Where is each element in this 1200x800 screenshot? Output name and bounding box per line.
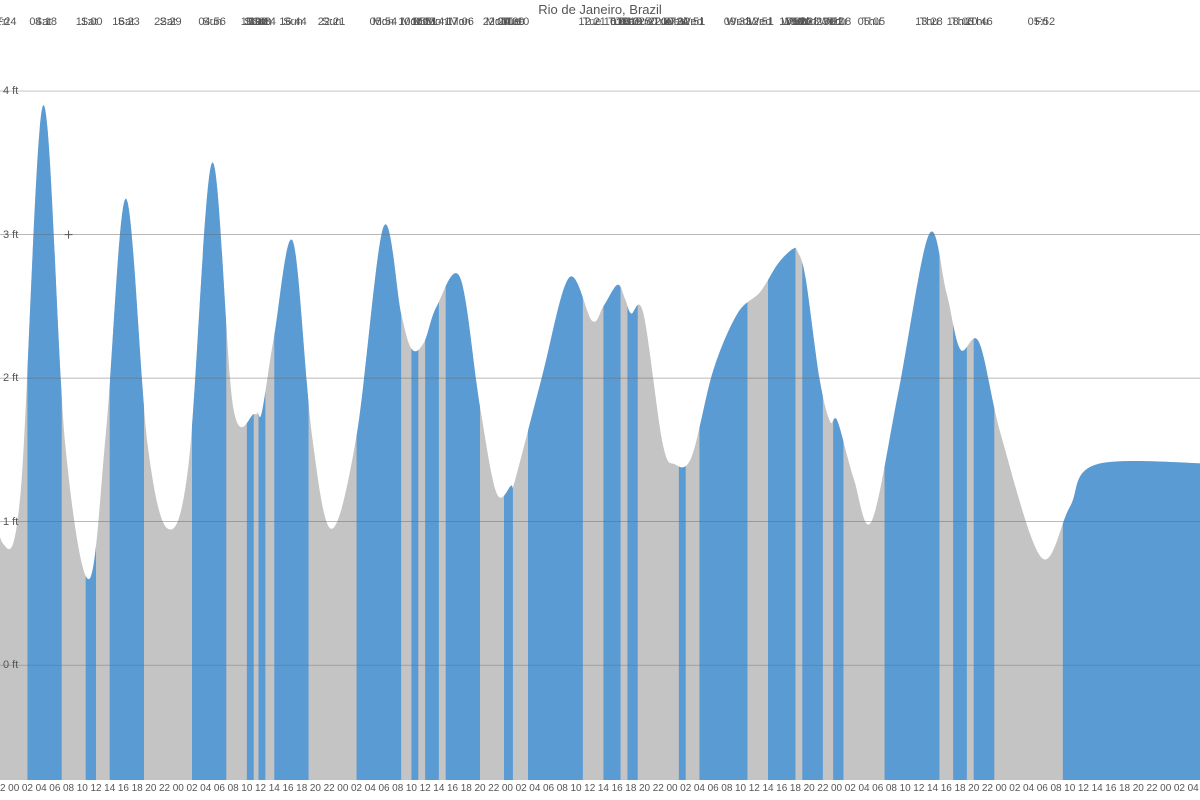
x-tick-label: 06 <box>214 783 225 794</box>
x-tick-label: 22 <box>488 783 499 794</box>
x-tick-label: 00 <box>502 783 513 794</box>
x-tick-label: 02 <box>1174 783 1185 794</box>
x-tick-label: 14 <box>598 783 609 794</box>
x-tick-label: 08 <box>886 783 897 794</box>
x-tick-label: 12 <box>90 783 101 794</box>
x-tick-label: 22 <box>817 783 828 794</box>
x-tick-label: 14 <box>1092 783 1103 794</box>
x-tick-label: 00 <box>666 783 677 794</box>
x-tick-label: 00 <box>173 783 184 794</box>
x-tick-label: 20 <box>639 783 650 794</box>
y-tick-label: 4 ft <box>3 85 18 97</box>
x-tick-label: 18 <box>625 783 636 794</box>
chart-svg <box>0 0 1200 800</box>
x-tick-label: 12 <box>1078 783 1089 794</box>
x-tick-label: 08 <box>392 783 403 794</box>
x-tick-label: 10 <box>900 783 911 794</box>
x-tick-label: 04 <box>694 783 705 794</box>
x-tick-label: 04 <box>36 783 47 794</box>
x-tick-label: 20 <box>145 783 156 794</box>
x-tick-label: 14 <box>762 783 773 794</box>
x-tick-label: 08 <box>557 783 568 794</box>
x-tick-label: 22 <box>0 783 6 794</box>
x-tick-label: 14 <box>269 783 280 794</box>
x-tick-label: 18 <box>954 783 965 794</box>
x-tick-label: 12 <box>584 783 595 794</box>
x-tick-label: 04 <box>1023 783 1034 794</box>
x-tick-label: 22 <box>982 783 993 794</box>
x-tick-label: 08 <box>1050 783 1061 794</box>
marker-plus <box>65 231 73 239</box>
x-tick-label: 12 <box>749 783 760 794</box>
x-tick-label: 00 <box>337 783 348 794</box>
x-tick-label: 10 <box>735 783 746 794</box>
x-tick-label: 02 <box>186 783 197 794</box>
x-tick-label: 10 <box>570 783 581 794</box>
y-tick-label: 1 ft <box>3 516 18 528</box>
x-tick-label: 16 <box>941 783 952 794</box>
x-tick-label: 16 <box>612 783 623 794</box>
tide-area-gray <box>0 105 1200 780</box>
x-tick-label: 18 <box>132 783 143 794</box>
x-tick-label: 14 <box>433 783 444 794</box>
tide-chart: Rio de Janeiro, Brazil Fri22:24Sat04:18S… <box>0 0 1200 800</box>
x-tick-label: 08 <box>228 783 239 794</box>
x-tick-label: 10 <box>77 783 88 794</box>
x-tick-label: 04 <box>529 783 540 794</box>
x-tick-label: 06 <box>543 783 554 794</box>
x-tick-label: 04 <box>858 783 869 794</box>
x-tick-label: 20 <box>1133 783 1144 794</box>
x-tick-label: 02 <box>680 783 691 794</box>
x-tick-label: 02 <box>22 783 33 794</box>
x-tick-label: 20 <box>310 783 321 794</box>
x-tick-label: 02 <box>516 783 527 794</box>
x-tick-label: 18 <box>461 783 472 794</box>
x-tick-label: 02 <box>845 783 856 794</box>
x-tick-label: 22 <box>159 783 170 794</box>
x-tick-label: 20 <box>968 783 979 794</box>
x-tick-label: 16 <box>118 783 129 794</box>
y-tick-label: 3 ft <box>3 229 18 241</box>
x-tick-label: 06 <box>872 783 883 794</box>
x-tick-label: 18 <box>296 783 307 794</box>
x-tick-label: 02 <box>1009 783 1020 794</box>
x-tick-label: 16 <box>776 783 787 794</box>
chart-title: Rio de Janeiro, Brazil <box>0 2 1200 17</box>
x-tick-label: 10 <box>241 783 252 794</box>
x-tick-label: 14 <box>927 783 938 794</box>
x-tick-label: 16 <box>282 783 293 794</box>
x-tick-label: 22 <box>653 783 664 794</box>
y-tick-label: 0 ft <box>3 659 18 671</box>
x-tick-label: 00 <box>8 783 19 794</box>
x-tick-label: 04 <box>365 783 376 794</box>
x-tick-label: 04 <box>200 783 211 794</box>
x-tick-label: 12 <box>913 783 924 794</box>
x-tick-label: 14 <box>104 783 115 794</box>
x-tick-label: 22 <box>324 783 335 794</box>
x-tick-label: 00 <box>831 783 842 794</box>
x-tick-label: 02 <box>351 783 362 794</box>
y-tick-label: 2 ft <box>3 372 18 384</box>
x-tick-label: 16 <box>447 783 458 794</box>
x-tick-label: 10 <box>406 783 417 794</box>
x-tick-label: 12 <box>255 783 266 794</box>
x-tick-label: 22 <box>1146 783 1157 794</box>
x-tick-label: 00 <box>1160 783 1171 794</box>
x-tick-label: 18 <box>1119 783 1130 794</box>
x-tick-label: 08 <box>721 783 732 794</box>
x-tick-label: 16 <box>1105 783 1116 794</box>
x-tick-label: 06 <box>708 783 719 794</box>
x-tick-label: 06 <box>378 783 389 794</box>
x-tick-label: 06 <box>49 783 60 794</box>
x-tick-label: 18 <box>790 783 801 794</box>
x-tick-label: 20 <box>804 783 815 794</box>
x-tick-label: 00 <box>996 783 1007 794</box>
x-tick-label: 12 <box>420 783 431 794</box>
x-tick-label: 08 <box>63 783 74 794</box>
x-tick-label: 06 <box>1037 783 1048 794</box>
x-tick-label: 20 <box>474 783 485 794</box>
x-tick-label: 04 <box>1188 783 1199 794</box>
x-tick-label: 10 <box>1064 783 1075 794</box>
event-labels-strip: Fri22:24Sat04:18Sat11:00Sat16:23Sat22:29… <box>0 16 1200 44</box>
